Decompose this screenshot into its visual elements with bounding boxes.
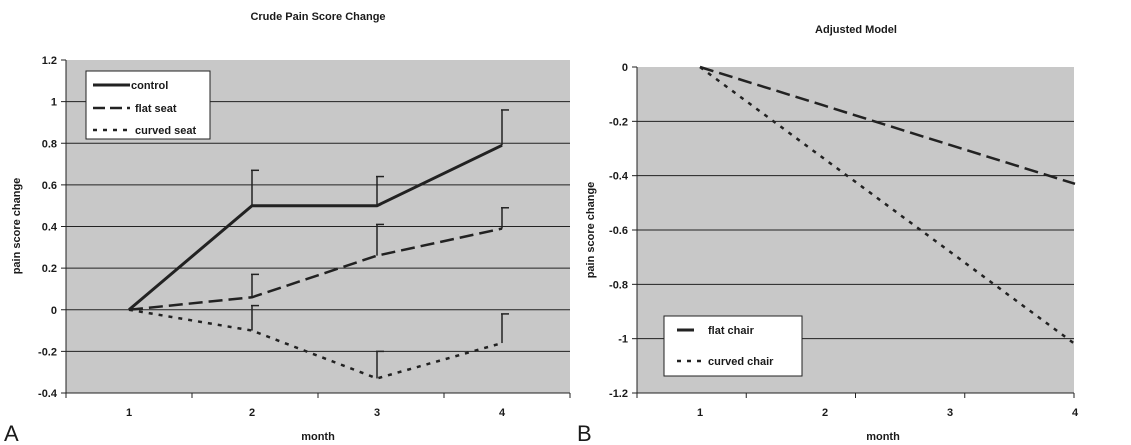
panel-label-b: B: [577, 421, 592, 445]
y-tick-label-a: 1: [51, 97, 57, 109]
y-tick-label-a: 0.2: [42, 263, 57, 275]
y-tick-label-a: 0: [51, 305, 57, 317]
y-tick-label-a: -0.4: [38, 388, 58, 400]
y-tick-label-b: -0.6: [609, 225, 628, 237]
legend-label-control: control: [131, 80, 168, 92]
x-axis-label-a: month: [301, 431, 335, 443]
legend-box-b: [663, 315, 803, 377]
y-tick-label-a: -0.2: [38, 346, 57, 358]
y-ticks-b: 0 -0.2 -0.4 -0.6 -0.8 -1 -1.2: [609, 62, 637, 400]
legend-label-flat-seat: flat seat: [135, 103, 177, 115]
x-tick-label-a: 2: [249, 407, 255, 419]
y-tick-label-a: 0.6: [42, 180, 57, 192]
x-tick-label-a: 3: [374, 407, 380, 419]
legend-label-flat-chair: flat chair: [708, 325, 755, 337]
x-tick-label-b: 3: [947, 407, 953, 419]
series-line-curved-seat: [128, 308, 503, 380]
panel-b-chart: 0 -0.2 -0.4 -0.6 -0.8 -1 -1.2 1 2 3 4 Adjusted Mo…: [577, 24, 1079, 445]
y-tick-label-b: -1.2: [609, 388, 628, 400]
legend-label-curved-seat: curved seat: [135, 125, 196, 137]
y-tick-label-b: 0: [622, 62, 628, 74]
series-b: [699, 65, 1076, 346]
y-tick-label-b: -0.4: [609, 171, 629, 183]
x-ticks-b: 1 2 3 4: [636, 393, 1079, 419]
y-tick-label-a: 1.2: [42, 55, 57, 67]
panel-a-chart: 1.2 1 0.8 0.6 0.4 0.2 0 -0.2 -0.4 1 2 3 4 Crude Pai…: [4, 11, 571, 445]
x-tick-label-b: 2: [822, 407, 828, 419]
legend-b: flat chair curved chair: [663, 315, 803, 377]
series-line-curved-chair: [699, 65, 1076, 346]
x-tick-label-b: 1: [697, 407, 703, 419]
legend-box-a: [85, 70, 211, 140]
panel-label-a: A: [4, 421, 19, 445]
x-axis-label-b: month: [866, 431, 900, 443]
legend-label-curved-chair: curved chair: [708, 356, 774, 368]
x-tick-label-a: 1: [126, 407, 132, 419]
chart-title-a: Crude Pain Score Change: [250, 11, 385, 23]
y-ticks-a: 1.2 1 0.8 0.6 0.4 0.2 0 -0.2 -0.4: [38, 55, 66, 400]
x-tick-label-b: 4: [1072, 407, 1079, 419]
series-line-flat-chair: [699, 65, 1076, 186]
legend-a: control flat seat curved seat: [85, 70, 211, 140]
series-line-control: [128, 143, 503, 311]
series-line-flat-seat: [128, 227, 503, 311]
y-tick-label-a: 0.8: [42, 138, 57, 150]
chart-title-b: Adjusted Model: [815, 24, 897, 36]
y-tick-label-b: -0.8: [609, 279, 628, 291]
series-a: [128, 109, 509, 380]
y-axis-label-b: pain score change: [585, 182, 597, 279]
y-axis-label-a: pain score change: [11, 178, 23, 275]
y-tick-label-b: -1: [618, 334, 628, 346]
y-tick-label-b: -0.2: [609, 116, 628, 128]
x-tick-label-a: 4: [499, 407, 506, 419]
y-tick-label-a: 0.4: [42, 222, 58, 234]
x-ticks-a: 1 2 3 4: [65, 393, 571, 419]
